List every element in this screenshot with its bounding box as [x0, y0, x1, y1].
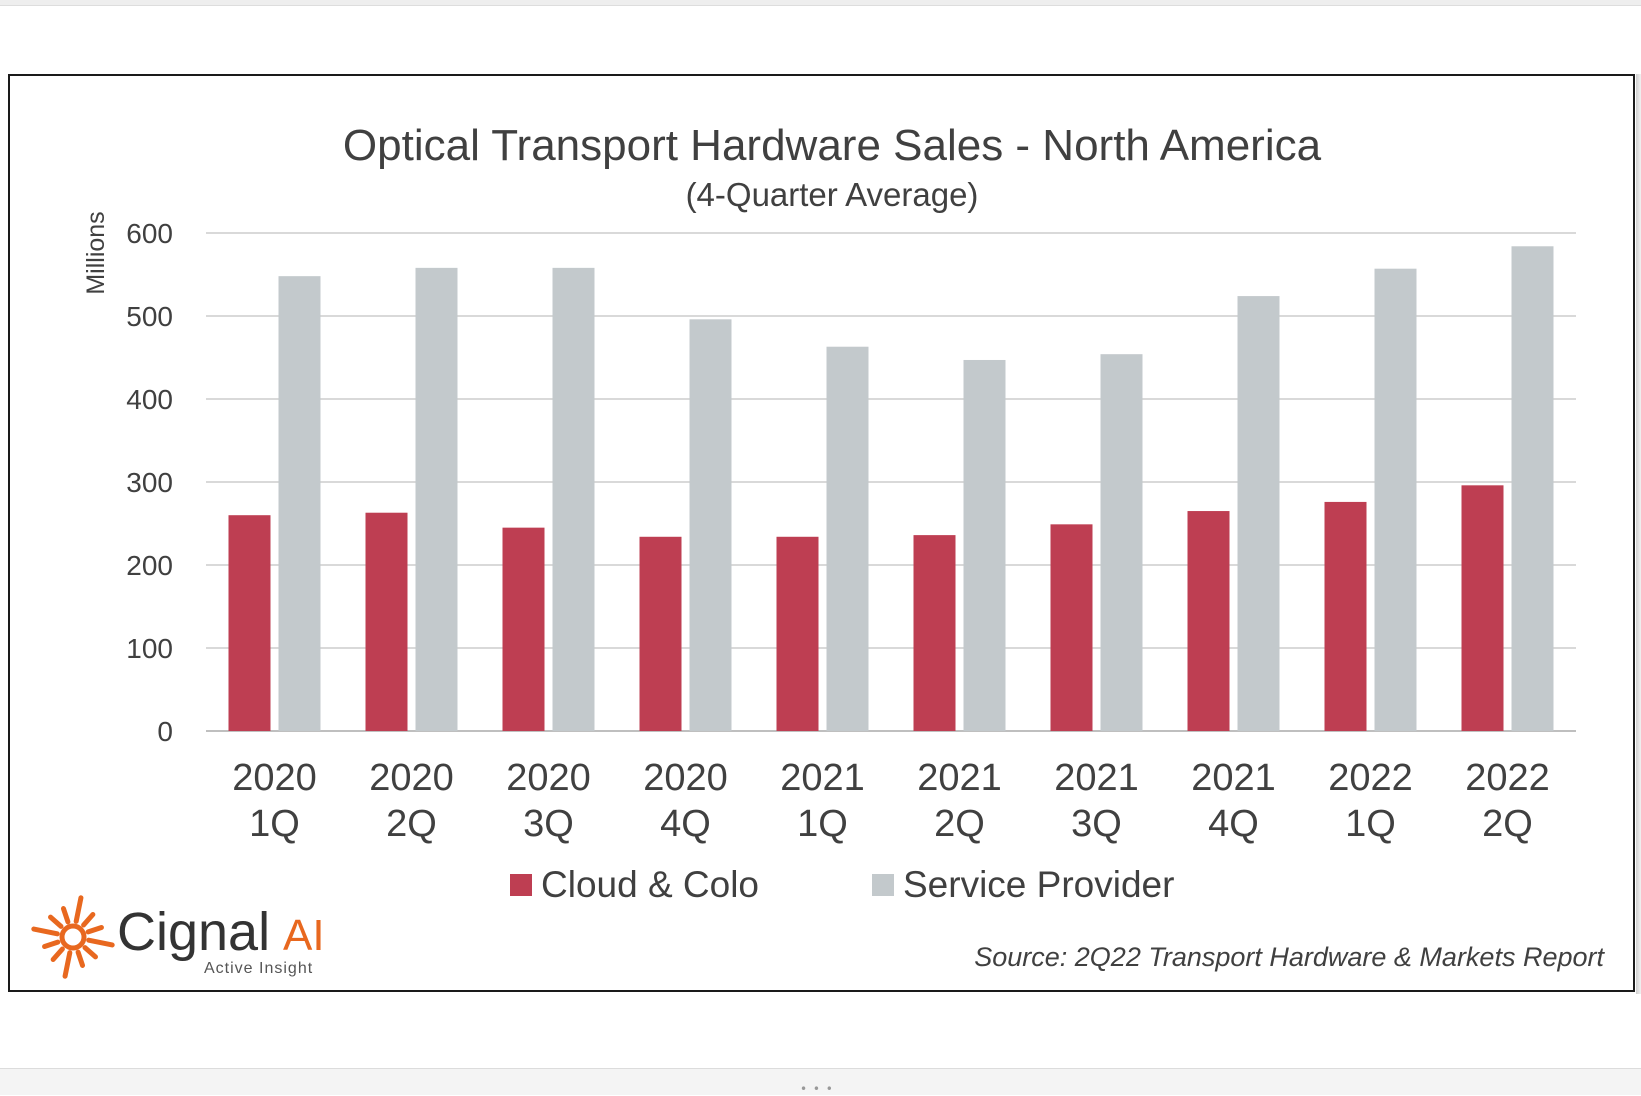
x-tick-label: 2022 [1328, 757, 1413, 799]
y-tick-label: 500 [126, 301, 173, 332]
x-tick-label: 3Q [523, 803, 574, 845]
x-tick-label: 2021 [917, 757, 1002, 799]
gridlines [206, 232, 1576, 732]
logo-brand-suffix: AI [283, 911, 325, 960]
bar [826, 346, 869, 731]
y-axis-ticks: 0 100 200 300 400 500 600 [126, 218, 173, 747]
x-tick-label: 2021 [1191, 757, 1276, 799]
bar [1100, 354, 1143, 731]
legend: Cloud & Colo Service Provider [510, 864, 1174, 905]
x-tick-label: 2020 [643, 757, 728, 799]
x-axis-ticks: 20201Q20202Q20203Q20204Q20211Q20212Q2021… [232, 757, 1550, 845]
bar [1324, 501, 1367, 731]
bar [776, 536, 819, 731]
x-tick-label: 1Q [1345, 803, 1396, 845]
x-tick-label: 2022 [1465, 757, 1550, 799]
bar [502, 527, 545, 731]
x-tick-label: 2Q [934, 803, 985, 845]
y-tick-label: 600 [126, 218, 173, 249]
bar [1461, 485, 1504, 731]
bar [278, 276, 321, 731]
chart-title: Optical Transport Hardware Sales - North… [343, 121, 1322, 170]
bar [1374, 268, 1417, 731]
x-tick-label: 4Q [660, 803, 711, 845]
resize-grip-icon[interactable]: • • • [800, 1082, 834, 1096]
y-tick-label: 200 [126, 550, 173, 581]
y-axis-label: Millions [82, 211, 110, 294]
y-tick-label: 400 [126, 384, 173, 415]
bar [365, 512, 408, 731]
y-tick-label: 300 [126, 467, 173, 498]
x-tick-label: 2020 [232, 757, 317, 799]
bar [1511, 246, 1554, 731]
x-tick-label: 1Q [797, 803, 848, 845]
bars [228, 246, 1554, 731]
bar [1187, 511, 1230, 731]
legend-swatch [872, 874, 894, 896]
x-tick-label: 2Q [1482, 803, 1533, 845]
legend-swatch [510, 874, 532, 896]
bar [1050, 524, 1093, 731]
bar [963, 359, 1006, 731]
bar [415, 267, 458, 731]
bar [639, 536, 682, 731]
bar [552, 267, 595, 731]
x-tick-label: 2020 [506, 757, 591, 799]
chart-subtitle: (4-Quarter Average) [686, 176, 979, 213]
bottom-scroll-band [0, 1068, 1641, 1095]
bar [913, 535, 956, 731]
x-tick-label: 2021 [1054, 757, 1139, 799]
x-tick-label: 4Q [1208, 803, 1259, 845]
x-tick-label: 2021 [780, 757, 865, 799]
bar [228, 515, 271, 731]
top-window-edge [0, 0, 1641, 6]
x-tick-label: 2020 [369, 757, 454, 799]
x-tick-label: 1Q [249, 803, 300, 845]
y-tick-label: 0 [157, 716, 173, 747]
source-note: Source: 2Q22 Transport Hardware & Market… [974, 942, 1605, 972]
y-tick-label: 100 [126, 633, 173, 664]
legend-label: Cloud & Colo [541, 864, 759, 905]
cignal-logo: Cignal AI Active Insight [31, 895, 325, 979]
logo-brand: Cignal [117, 902, 270, 962]
x-tick-label: 2Q [386, 803, 437, 845]
bar [689, 319, 732, 731]
x-tick-label: 3Q [1071, 803, 1122, 845]
sun-burst-icon [31, 895, 115, 979]
frame-shadow [1636, 74, 1641, 994]
logo-tagline: Active Insight [204, 960, 313, 977]
bar [1237, 296, 1280, 731]
legend-label: Service Provider [903, 864, 1174, 905]
